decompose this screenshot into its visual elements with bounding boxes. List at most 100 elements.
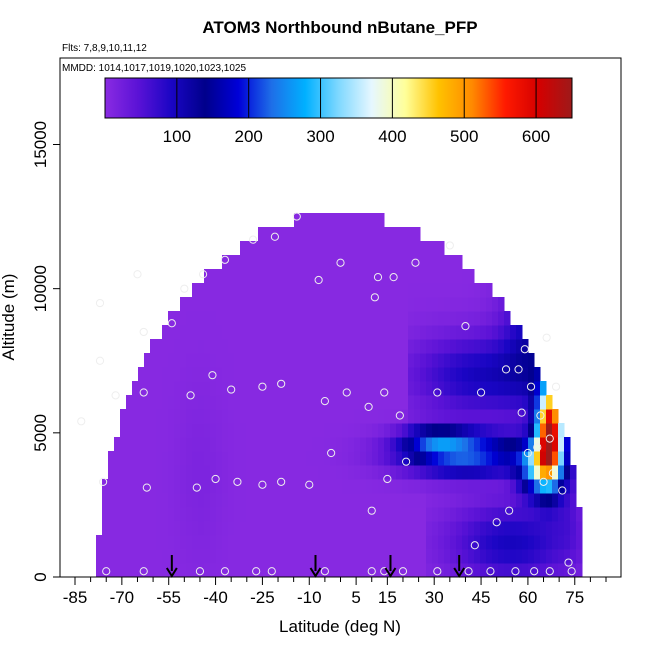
field-cell: [138, 437, 145, 452]
field-cell: [444, 325, 451, 340]
field-cell: [438, 479, 445, 494]
field-cell: [528, 381, 535, 396]
field-cell: [294, 367, 301, 382]
field-cell: [246, 255, 253, 270]
field-cell: [192, 521, 199, 536]
field-cell: [486, 353, 493, 368]
field-cell: [336, 409, 343, 424]
field-cell: [300, 283, 307, 298]
field-cell: [378, 423, 385, 438]
field-cell: [252, 479, 259, 494]
field-cell: [288, 437, 295, 452]
sample-point: [95, 298, 105, 308]
field-cell: [474, 325, 481, 340]
field-cell: [372, 437, 379, 452]
field-cell: [336, 563, 343, 577]
field-cell: [126, 465, 133, 480]
field-cell: [408, 423, 415, 438]
field-cell: [138, 395, 145, 410]
field-cell: [192, 493, 199, 508]
field-cell: [336, 535, 343, 550]
field-cell: [330, 269, 337, 284]
sample-point: [139, 388, 148, 397]
field-cell: [306, 521, 313, 536]
field-cell: [270, 465, 277, 480]
field-cell: [198, 507, 205, 522]
field-cell: [342, 465, 349, 480]
field-cell: [168, 395, 175, 410]
field-cell: [354, 213, 361, 228]
field-cell: [162, 563, 169, 577]
field-cell: [474, 563, 481, 577]
field-cell: [390, 255, 397, 270]
field-cell: [114, 535, 121, 550]
field-cell: [234, 549, 241, 564]
field-cell: [102, 507, 109, 522]
field-cell: [294, 521, 301, 536]
field-cell: [270, 353, 277, 368]
field-cell: [180, 465, 187, 480]
field-cell: [396, 241, 403, 256]
field-cell: [336, 367, 343, 382]
field-cell: [318, 353, 325, 368]
field-cell: [450, 339, 457, 354]
field-cell: [390, 269, 397, 284]
field-cell: [234, 437, 241, 452]
field-cell: [366, 353, 373, 368]
field-cell: [504, 367, 511, 382]
field-cell: [480, 521, 487, 536]
field-cell: [222, 563, 229, 577]
field-cell: [222, 479, 229, 494]
field-cell: [384, 451, 391, 466]
sample-point: [139, 567, 148, 576]
field-cell: [300, 241, 307, 256]
field-cell: [156, 451, 163, 466]
sample-point: [520, 345, 529, 354]
field-cell: [336, 311, 343, 326]
field-cell: [198, 493, 205, 508]
field-cell: [138, 367, 145, 382]
field-cell: [276, 381, 283, 396]
field-cell: [372, 549, 379, 564]
field-cell: [384, 409, 391, 424]
field-cell: [336, 325, 343, 340]
field-cell: [318, 409, 325, 424]
field-cell: [186, 465, 193, 480]
field-cell: [132, 437, 139, 452]
field-cell: [444, 367, 451, 382]
field-cell: [522, 479, 529, 494]
field-cell: [372, 241, 379, 256]
field-cell: [234, 395, 241, 410]
field-cell: [222, 493, 229, 508]
field-cell: [420, 451, 427, 466]
field-cell: [396, 367, 403, 382]
field-cell: [282, 507, 289, 522]
field-cell: [456, 535, 463, 550]
field-cell: [162, 465, 169, 480]
field-cell: [336, 339, 343, 354]
field-cell: [210, 423, 217, 438]
sample-point: [492, 518, 501, 527]
field-cell: [480, 311, 487, 326]
field-cell: [294, 269, 301, 284]
field-cell: [510, 395, 517, 410]
field-cell: [420, 367, 427, 382]
field-cell: [324, 339, 331, 354]
field-cell: [234, 521, 241, 536]
colorbar-tick-label: 400: [378, 127, 406, 146]
field-cell: [378, 395, 385, 410]
field-cell: [312, 465, 319, 480]
field-cell: [258, 493, 265, 508]
field-cell: [312, 381, 319, 396]
field-cell: [420, 269, 427, 284]
field-cell: [138, 381, 145, 396]
field-cell: [348, 423, 355, 438]
field-cell: [210, 283, 217, 298]
field-cell: [492, 325, 499, 340]
field-cell: [258, 381, 265, 396]
field-cell: [240, 339, 247, 354]
field-cell: [552, 437, 559, 452]
field-cell: [366, 311, 373, 326]
field-cell: [570, 507, 577, 522]
field-cell: [450, 563, 457, 577]
